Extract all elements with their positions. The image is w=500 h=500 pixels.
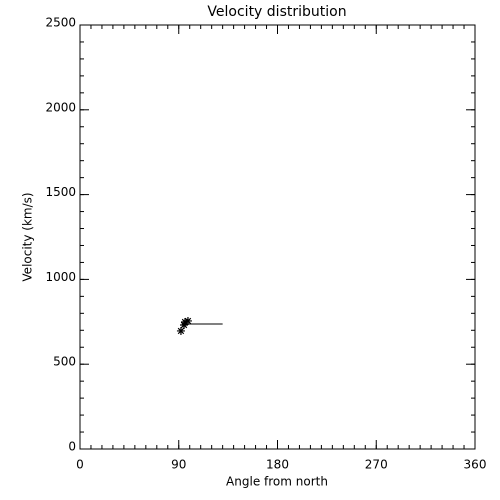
x-tick-label: 270 [365, 458, 388, 472]
data-point [183, 316, 192, 325]
y-tick-label: 0 [68, 440, 76, 454]
chart-title: Velocity distribution [207, 4, 346, 20]
x-tick-label: 360 [464, 458, 487, 472]
x-axis-label: Angle from north [226, 475, 328, 489]
data-point [180, 321, 189, 330]
x-tick-label: 180 [266, 458, 289, 472]
data-point [176, 326, 185, 335]
y-tick-label: 1000 [45, 270, 76, 284]
y-tick-label: 2500 [45, 16, 76, 30]
data-point [181, 317, 190, 326]
x-tick-label: 90 [171, 458, 186, 472]
y-axis-label: Velocity (km/s) [21, 192, 35, 281]
y-tick-label: 2000 [45, 100, 76, 114]
x-tick-label: 0 [76, 458, 84, 472]
plot-frame [79, 24, 476, 450]
y-tick-label: 1500 [45, 185, 76, 199]
y-tick-label: 500 [53, 355, 76, 369]
